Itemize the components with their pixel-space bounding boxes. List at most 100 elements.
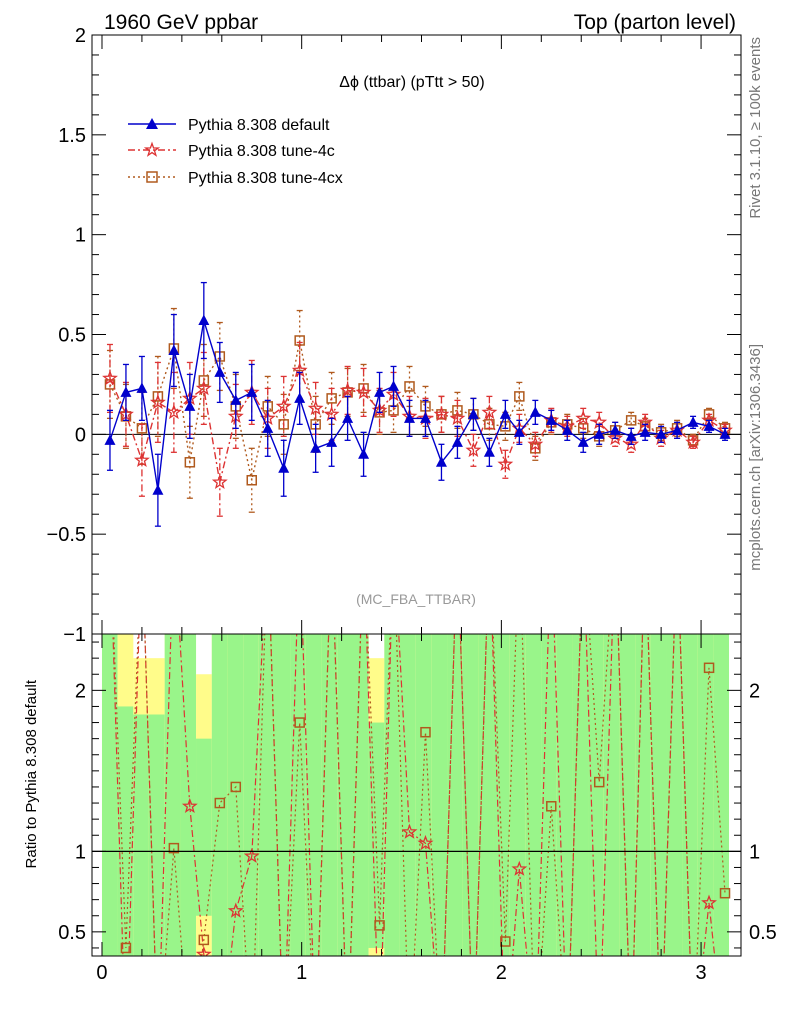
band-inner: [556, 634, 573, 956]
band-inner: [337, 634, 353, 956]
ratio-y-tick-label: 2: [75, 680, 86, 702]
band-inner: [619, 634, 636, 956]
series-0: [104, 281, 731, 527]
y-tick-label: −1: [63, 624, 86, 646]
band-inner: [462, 634, 479, 956]
data-point: [275, 398, 292, 414]
data-point: [152, 391, 164, 402]
data-point: [278, 462, 290, 473]
data-point: [278, 419, 289, 430]
data-point: [545, 414, 557, 425]
band-inner: [101, 634, 118, 956]
band-inner: [697, 634, 714, 956]
data-point: [497, 455, 514, 471]
legend-item-default: Pythia 8.308 default: [128, 117, 330, 134]
data-point: [355, 384, 372, 400]
mcplots-label: mcplots.cern.ch [arXiv:1306.3436]: [747, 344, 764, 571]
data-point: [326, 436, 338, 447]
ratio-point: [500, 936, 511, 947]
legend-item-tune4cx: Pythia 8.308 tune-4cx: [128, 170, 343, 187]
band-inner: [682, 634, 698, 956]
data-point: [339, 382, 356, 398]
band-inner: [133, 714, 149, 956]
band-inner: [713, 634, 730, 956]
y-tick-label: 0: [75, 424, 86, 446]
ratio-series: [112, 634, 731, 956]
data-point: [529, 406, 541, 417]
data-point: [685, 433, 702, 450]
ratio-y-tick-label-right: 2: [749, 680, 760, 702]
data-point: [214, 366, 226, 377]
band-inner: [603, 634, 620, 956]
ratio-point: [168, 842, 180, 854]
band-inner: [305, 634, 322, 956]
data-point: [198, 314, 210, 326]
ratio-y-tick-label: 0.5: [58, 922, 86, 944]
data-point: [136, 382, 148, 393]
ratio-panel: 0.5 0.5 1 1 2 2 0 1 2 3 Ratio to Pythia 8.308 def…: [23, 633, 777, 984]
band-inner: [211, 634, 228, 956]
band-inner: [431, 634, 448, 956]
x-tick-label: 2: [496, 962, 507, 984]
ratio-axes: 0.5 0.5 1 1 2 2 0 1 2 3: [58, 634, 777, 984]
data-point: [514, 391, 525, 402]
ratio-point: [511, 860, 528, 876]
band-inner: [493, 634, 510, 956]
data-point: [323, 406, 340, 422]
data-point: [184, 457, 196, 468]
data-point: [481, 404, 498, 420]
data-point: [575, 410, 592, 426]
x-tick-label: 0: [96, 962, 107, 984]
band-inner: [588, 634, 604, 956]
ratio-point: [401, 823, 418, 839]
data-point: [133, 451, 150, 467]
data-point: [404, 412, 416, 423]
band-inner: [368, 722, 385, 948]
band-inner: [148, 714, 165, 956]
band-inner: [572, 634, 589, 956]
y-tick-label: −0.5: [47, 524, 86, 546]
data-point: [102, 370, 118, 386]
data-point: [184, 400, 196, 411]
data-point: [168, 344, 180, 355]
band-inner: [447, 634, 463, 956]
legend-label-default: Pythia 8.308 default: [188, 117, 330, 134]
ratio-point: [227, 902, 244, 918]
ratio-point: [195, 946, 212, 956]
band-inner: [650, 634, 667, 956]
data-point: [465, 441, 482, 458]
data-point: [307, 400, 324, 416]
data-point: [607, 429, 624, 446]
ratio-series-0: [112, 634, 717, 956]
band-inner: [478, 634, 494, 956]
ratio-point: [593, 776, 605, 788]
data-point: [433, 406, 450, 422]
data-point: [120, 386, 132, 397]
ratio-point: [181, 797, 198, 814]
data-point: [623, 435, 640, 452]
ratio-line: [112, 634, 716, 956]
y-tick-label: 0.5: [58, 325, 86, 347]
band-inner: [321, 634, 338, 956]
band-inner: [164, 634, 181, 956]
data-point: [419, 412, 431, 423]
data-point: [104, 434, 116, 445]
ratio-point: [703, 662, 715, 674]
ratio-point: [420, 726, 431, 738]
y-tick-label: 1: [75, 225, 86, 247]
data-point: [262, 422, 274, 433]
data-point: [513, 426, 525, 437]
data-point: [703, 420, 715, 431]
data-point: [625, 415, 637, 426]
ratio-point: [198, 934, 210, 946]
band-inner: [117, 706, 134, 956]
ratio-point: [719, 887, 731, 899]
series-2: [104, 307, 731, 513]
ratio-point: [230, 781, 242, 793]
legend-label-tune4c: Pythia 8.308 tune-4c: [188, 143, 335, 160]
data-point: [561, 424, 573, 435]
ratio-ylabel: Ratio to Pythia 8.308 default: [23, 679, 40, 868]
data-point: [499, 408, 511, 419]
data-point: [655, 428, 667, 439]
ratio-frame: [91, 633, 742, 957]
